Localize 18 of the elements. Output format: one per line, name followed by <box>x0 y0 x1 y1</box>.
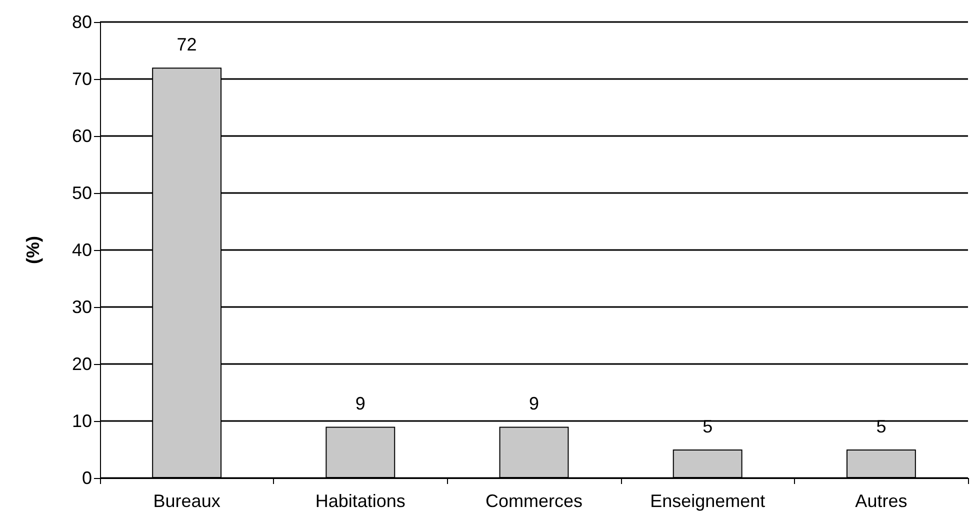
y-tick-label: 30 <box>72 297 92 317</box>
data-label: 72 <box>176 34 197 55</box>
x-tick-label: Habitations <box>315 491 406 511</box>
y-tick-label: 40 <box>72 240 92 260</box>
y-tick-label: 0 <box>82 468 92 488</box>
y-tick-label: 60 <box>72 126 92 146</box>
data-label: 9 <box>355 394 366 414</box>
x-tick-label: Enseignement <box>650 491 766 511</box>
y-tick-label: 80 <box>72 12 92 32</box>
x-tick-label: Commerces <box>485 491 583 511</box>
x-tick-label: Bureaux <box>153 491 220 511</box>
x-tick-label: Autres <box>855 491 908 511</box>
data-label: 9 <box>528 394 540 414</box>
y-tick-label: 50 <box>72 183 92 203</box>
y-tick-label: 10 <box>72 411 92 431</box>
y-axis-title: (%) <box>23 236 43 264</box>
y-tick-label: 70 <box>72 69 92 89</box>
y-tick-label: 20 <box>72 354 92 374</box>
